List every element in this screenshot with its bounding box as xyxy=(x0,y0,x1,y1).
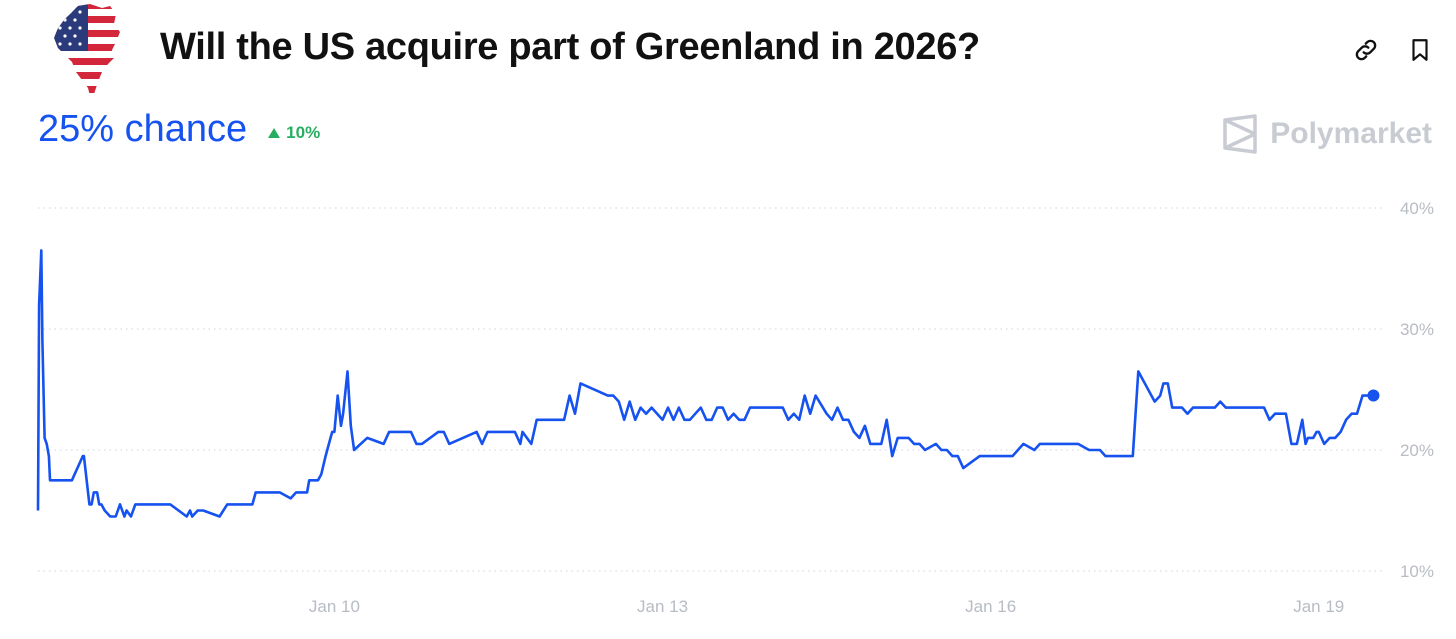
chart-grid xyxy=(38,207,1384,572)
page-title: Will the US acquire part of Greenland in… xyxy=(160,26,980,68)
bookmark-icon xyxy=(1412,39,1428,61)
x-tick-label: Jan 19 xyxy=(1293,597,1344,616)
y-tick-label: 20% xyxy=(1400,441,1434,460)
bookmark-button[interactable] xyxy=(1404,34,1436,66)
polymarket-brand: Polymarket xyxy=(1222,114,1432,154)
x-tick-label: Jan 10 xyxy=(309,597,360,616)
triangle-up-icon xyxy=(268,127,281,138)
brand-name: Polymarket xyxy=(1270,117,1432,150)
y-tick-label: 10% xyxy=(1400,562,1434,581)
copy-link-button[interactable] xyxy=(1350,34,1382,66)
y-tick-label: 30% xyxy=(1400,320,1434,339)
chance-value: 25% chance xyxy=(38,108,248,150)
polymarket-logo-icon xyxy=(1223,114,1257,154)
greenland-us-flag-icon xyxy=(50,2,122,98)
series-end-point xyxy=(1367,389,1380,402)
series-line xyxy=(36,249,1374,518)
y-axis-ticks: 40% 30% 20% 10% xyxy=(1400,199,1434,581)
x-tick-label: Jan 16 xyxy=(965,597,1016,616)
link-icon xyxy=(1355,39,1377,61)
y-tick-label: 40% xyxy=(1400,199,1434,218)
probability-summary: 25% chance 10% xyxy=(38,108,320,151)
x-tick-label: Jan 13 xyxy=(637,597,688,616)
header-actions xyxy=(1350,34,1436,66)
x-axis-ticks: Jan 10 Jan 13 Jan 16 Jan 19 xyxy=(309,597,1344,616)
change-value: 10% xyxy=(286,122,321,142)
change-badge: 10% xyxy=(267,123,320,143)
